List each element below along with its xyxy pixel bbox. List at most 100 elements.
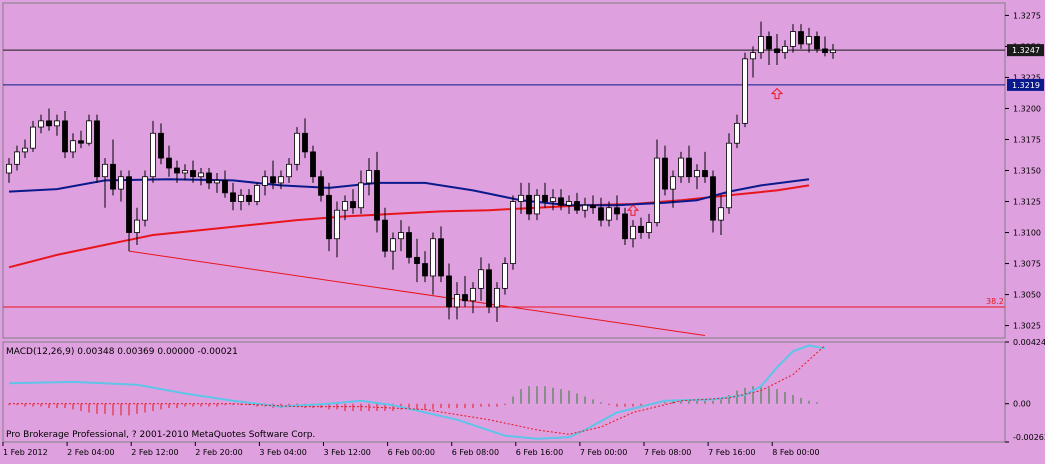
candle-body[interactable] [166, 157, 172, 169]
candle-body[interactable] [558, 197, 564, 206]
candle-body[interactable] [574, 201, 580, 211]
candle-body[interactable] [94, 120, 100, 178]
candle-body[interactable] [638, 225, 644, 233]
candle-body[interactable] [150, 132, 156, 178]
candle-body[interactable] [734, 122, 740, 144]
candle-body[interactable] [598, 207, 604, 221]
candle-body[interactable] [486, 269, 492, 308]
candle-body[interactable] [766, 36, 772, 50]
candle-body[interactable] [174, 167, 180, 174]
candle-body[interactable] [430, 238, 436, 277]
candle-body[interactable] [86, 120, 92, 144]
candle-body[interactable] [422, 263, 428, 277]
candle-body[interactable] [694, 170, 700, 178]
candle-body[interactable] [110, 163, 116, 190]
candle-body[interactable] [126, 176, 132, 233]
candle-body[interactable] [742, 58, 748, 124]
candle-body[interactable] [310, 151, 316, 178]
candle-body[interactable] [774, 48, 780, 54]
candle-body[interactable] [30, 126, 36, 149]
candle-body[interactable] [654, 157, 660, 224]
candle-body[interactable] [806, 36, 812, 45]
candle-body[interactable] [54, 120, 60, 127]
candle-body[interactable] [630, 225, 636, 240]
candle-body[interactable] [590, 204, 596, 209]
candle-body[interactable] [142, 176, 148, 221]
candle-body[interactable] [494, 287, 500, 308]
candle-body[interactable] [662, 157, 668, 190]
candle-body[interactable] [446, 275, 452, 308]
candle-body[interactable] [182, 170, 188, 174]
candle-body[interactable] [46, 120, 52, 127]
candle-body[interactable] [286, 163, 292, 178]
candle-body[interactable] [830, 49, 836, 54]
candle-body[interactable] [686, 157, 692, 178]
candle-body[interactable] [382, 219, 388, 252]
candle-body[interactable] [510, 201, 516, 264]
candle-body[interactable] [798, 31, 804, 45]
candle-body[interactable] [542, 194, 548, 202]
candle-body[interactable] [646, 222, 652, 233]
candle-body[interactable] [254, 184, 260, 202]
candle-body[interactable] [502, 263, 508, 289]
candle-body[interactable] [214, 180, 220, 184]
candle-body[interactable] [374, 170, 380, 221]
candle-body[interactable] [222, 180, 228, 194]
candle-body[interactable] [814, 36, 820, 50]
candle-body[interactable] [270, 176, 276, 184]
candle-body[interactable] [238, 194, 244, 202]
candle-body[interactable] [702, 170, 708, 178]
candle-body[interactable] [294, 132, 300, 165]
candle-body[interactable] [70, 140, 76, 153]
candle-body[interactable] [326, 194, 332, 240]
candle-body[interactable] [782, 46, 788, 54]
candle-body[interactable] [758, 36, 764, 54]
candle-body[interactable] [158, 132, 164, 159]
candle-body[interactable] [302, 132, 308, 153]
candle-body[interactable] [206, 172, 212, 184]
candle-body[interactable] [134, 219, 140, 233]
candle-body[interactable] [38, 120, 44, 128]
candle-body[interactable] [790, 31, 796, 47]
candle-body[interactable] [350, 201, 356, 209]
candle-body[interactable] [198, 172, 204, 178]
candle-body[interactable] [670, 176, 676, 190]
candle-body[interactable] [470, 287, 476, 302]
candle-body[interactable] [718, 207, 724, 221]
candle-body[interactable] [454, 294, 460, 308]
candle-body[interactable] [478, 269, 484, 289]
candle-body[interactable] [78, 140, 84, 144]
candle-body[interactable] [534, 194, 540, 215]
candle-body[interactable] [14, 151, 20, 165]
candle-body[interactable] [230, 192, 236, 202]
candle-body[interactable] [342, 201, 348, 211]
candle-body[interactable] [710, 176, 716, 221]
candle-body[interactable] [614, 207, 620, 215]
candle-body[interactable] [334, 209, 340, 240]
candle-body[interactable] [118, 176, 124, 190]
candle-body[interactable] [246, 194, 252, 202]
candle-body[interactable] [462, 294, 468, 302]
candle-body[interactable] [550, 197, 556, 202]
candle-body[interactable] [414, 256, 420, 264]
candle-body[interactable] [566, 201, 572, 206]
up-arrow-icon[interactable] [770, 87, 784, 100]
candle-body[interactable] [62, 120, 68, 153]
candle-body[interactable] [190, 170, 196, 178]
candle-body[interactable] [822, 48, 828, 54]
candle-body[interactable] [526, 194, 532, 215]
candle-body[interactable] [750, 52, 756, 60]
candle-body[interactable] [390, 238, 396, 252]
candle-body[interactable] [398, 232, 404, 240]
candle-body[interactable] [606, 207, 612, 221]
candle-body[interactable] [262, 176, 268, 186]
up-arrow-icon[interactable] [626, 204, 640, 216]
candle-body[interactable] [406, 232, 412, 258]
candle-body[interactable] [678, 157, 684, 178]
candle-body[interactable] [726, 142, 732, 209]
candle-body[interactable] [518, 194, 524, 202]
candle-body[interactable] [318, 176, 324, 196]
candle-body[interactable] [366, 170, 372, 184]
